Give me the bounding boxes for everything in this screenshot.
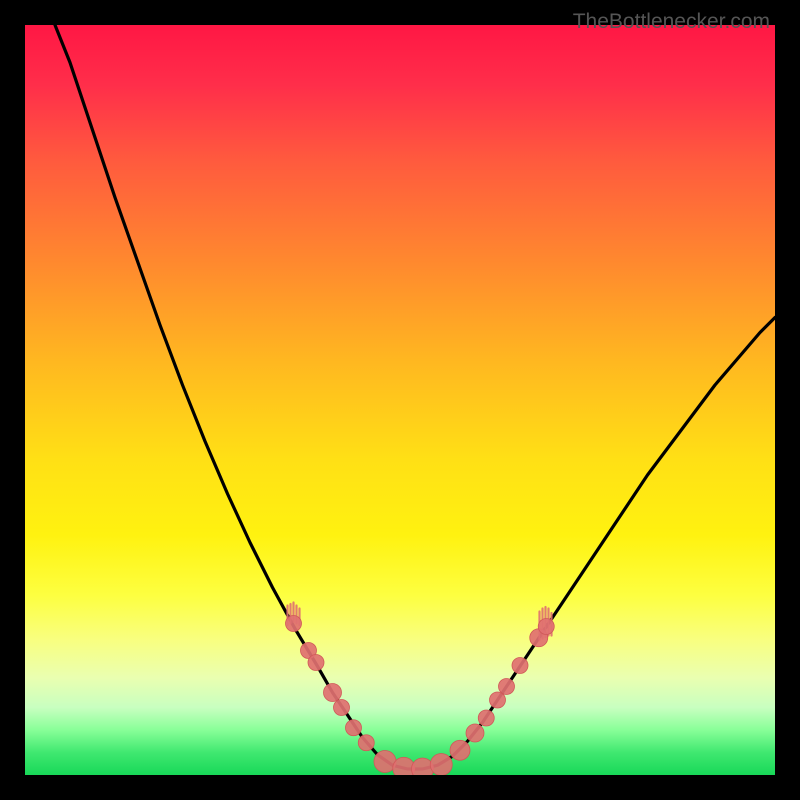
bottleneck-curve xyxy=(55,25,775,769)
tuft-strands xyxy=(288,603,552,641)
curve-layer xyxy=(25,25,775,775)
plot-area xyxy=(25,25,775,775)
chart-container: TheBottlenecker.com xyxy=(0,0,800,800)
data-markers xyxy=(286,616,555,776)
watermark-text: TheBottlenecker.com xyxy=(573,10,770,34)
